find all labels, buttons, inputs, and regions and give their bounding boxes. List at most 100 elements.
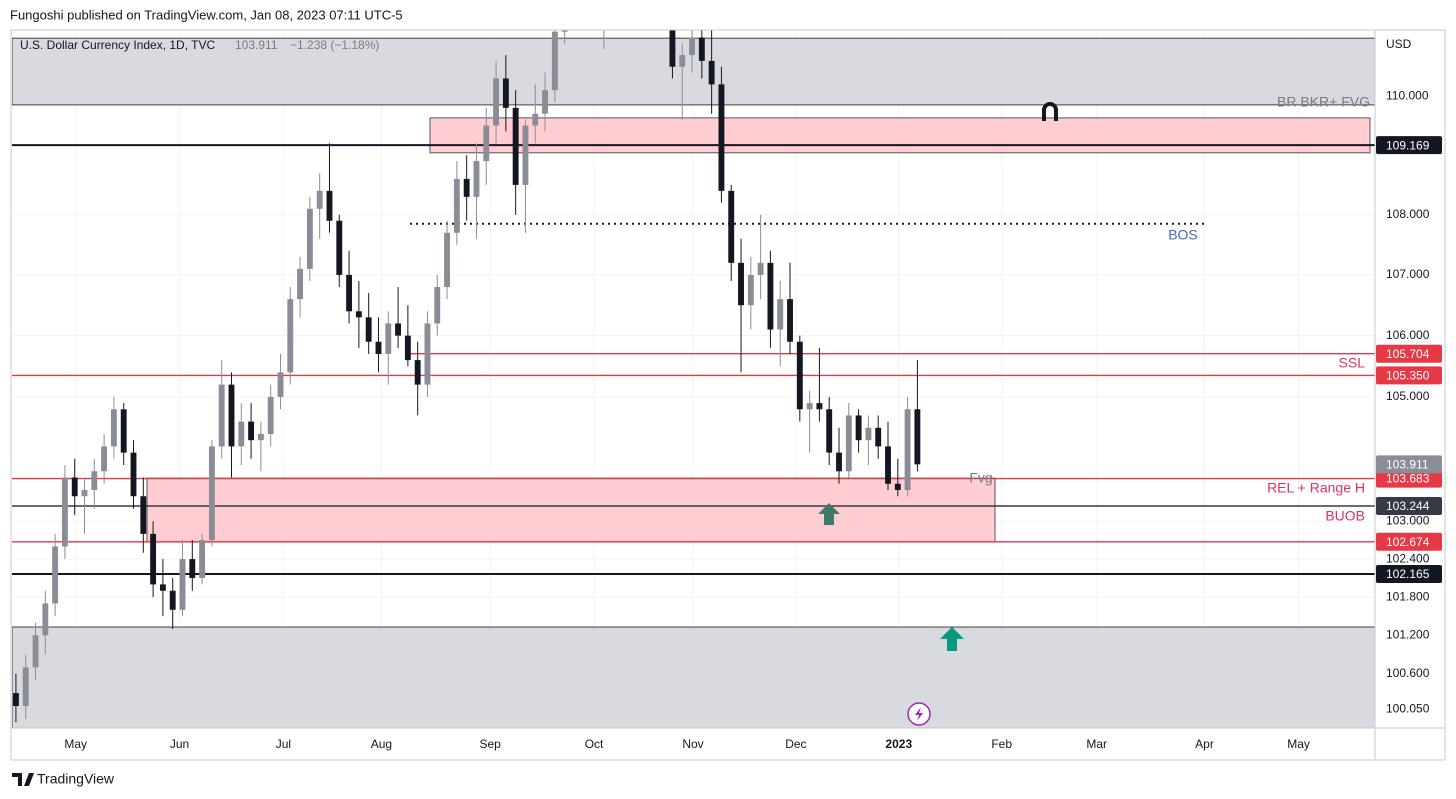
price-label: 109.169 xyxy=(1386,138,1430,152)
zone xyxy=(146,477,996,543)
candle-body xyxy=(199,540,206,579)
y-tick-label: 110.000 xyxy=(1386,88,1429,102)
candle-body xyxy=(395,323,402,336)
price-label-box xyxy=(1376,344,1442,363)
candle-body xyxy=(110,409,117,447)
candle-body xyxy=(453,178,460,233)
price-label-box xyxy=(1376,455,1442,474)
candle-body xyxy=(845,415,852,472)
candle-body xyxy=(336,220,343,275)
candle-body xyxy=(728,190,735,263)
candle-body xyxy=(61,477,68,547)
candle-body xyxy=(894,483,901,490)
candle-body xyxy=(561,30,568,32)
candle-body xyxy=(542,90,548,114)
price-label: 105.350 xyxy=(1386,369,1430,383)
candle-body xyxy=(669,30,676,67)
plot-area xyxy=(12,30,1375,728)
candle-body xyxy=(42,603,49,636)
candle-body xyxy=(238,421,245,447)
candle-body xyxy=(865,427,872,441)
y-tick-label: 107.000 xyxy=(1386,267,1430,281)
candle-body xyxy=(385,323,392,354)
candle-body xyxy=(904,409,911,490)
candle-body xyxy=(91,471,98,490)
candle-body xyxy=(787,299,793,342)
candle-body xyxy=(248,421,255,441)
x-tick-label: Apr xyxy=(1195,737,1214,751)
candle-body xyxy=(355,311,362,318)
arrow-up xyxy=(940,627,964,651)
frame xyxy=(10,29,1446,761)
annotation: BUOB xyxy=(1325,508,1365,524)
y-tick-label: 102.400 xyxy=(1386,551,1430,565)
candle-body xyxy=(159,584,166,591)
price-label: 102.674 xyxy=(1386,535,1430,549)
x-tick-label: Feb xyxy=(991,737,1012,751)
currency: USD xyxy=(1386,37,1412,51)
candle-body xyxy=(767,262,774,330)
candle-body xyxy=(257,433,264,441)
candle-body xyxy=(532,113,539,126)
candle-body xyxy=(228,384,235,447)
byline: Fungoshi published on TradingView.com, J… xyxy=(10,7,403,22)
candle-body xyxy=(796,341,803,410)
price-label: 102.165 xyxy=(1386,567,1430,581)
magnet-icon xyxy=(1042,102,1058,121)
candle-body xyxy=(836,452,842,472)
candle-body xyxy=(140,496,147,534)
y-tick-label: 103.000 xyxy=(1386,513,1430,527)
price-label: 103.911 xyxy=(1386,458,1429,472)
candle-body xyxy=(297,268,304,300)
candle-body xyxy=(826,409,833,453)
price-label: 103.683 xyxy=(1386,472,1430,486)
candle-body xyxy=(12,693,19,706)
candle-body xyxy=(365,317,372,342)
x-tick-label: Jun xyxy=(170,737,189,751)
price-label-box xyxy=(1376,469,1442,488)
annotation: BOS xyxy=(1168,227,1198,243)
candle-body xyxy=(806,403,813,410)
candle-body xyxy=(483,125,490,162)
candle-body xyxy=(81,489,88,497)
candle-body xyxy=(914,409,921,465)
candle-body xyxy=(777,299,784,330)
candle-body xyxy=(698,37,705,61)
annotation: Fvg xyxy=(969,470,992,486)
candle-body xyxy=(473,161,480,197)
x-tick-label: Dec xyxy=(785,737,806,751)
candle-body xyxy=(52,546,59,604)
candle-body xyxy=(463,178,470,197)
candle-body xyxy=(444,232,451,288)
candle-body xyxy=(22,667,29,706)
candle-body xyxy=(277,372,284,397)
y-tick-label: 100.050 xyxy=(1386,701,1430,715)
logo xyxy=(12,773,34,786)
candle-body xyxy=(689,37,695,56)
price-label-box xyxy=(1376,136,1442,155)
candle-body xyxy=(855,415,862,441)
event-icon-bolt xyxy=(915,707,923,721)
candle-body xyxy=(757,262,764,275)
candle-body xyxy=(326,190,333,221)
candle-body xyxy=(738,262,744,306)
candle-body xyxy=(434,287,441,324)
candle-body xyxy=(708,60,715,85)
x-tick-label: Jul xyxy=(276,737,291,751)
x-tick-label: Nov xyxy=(682,737,703,751)
price-label: 103.244 xyxy=(1386,499,1430,513)
annotation: BR BKR+ FVG xyxy=(1277,94,1370,110)
last-price: 103.911 xyxy=(235,38,278,52)
y-tick-label: 100.600 xyxy=(1386,666,1430,680)
x-tick-label: Oct xyxy=(585,737,604,751)
candle-body xyxy=(512,107,519,185)
annotation: REL + Range H xyxy=(1267,480,1365,496)
price-label-box xyxy=(1376,564,1442,583)
x-tick-label: 2023 xyxy=(885,737,912,751)
candle-body xyxy=(502,78,509,108)
annotation: SSL xyxy=(1339,355,1366,371)
candle-body xyxy=(32,635,39,668)
candle-body xyxy=(130,452,137,497)
candle-body xyxy=(885,446,891,484)
